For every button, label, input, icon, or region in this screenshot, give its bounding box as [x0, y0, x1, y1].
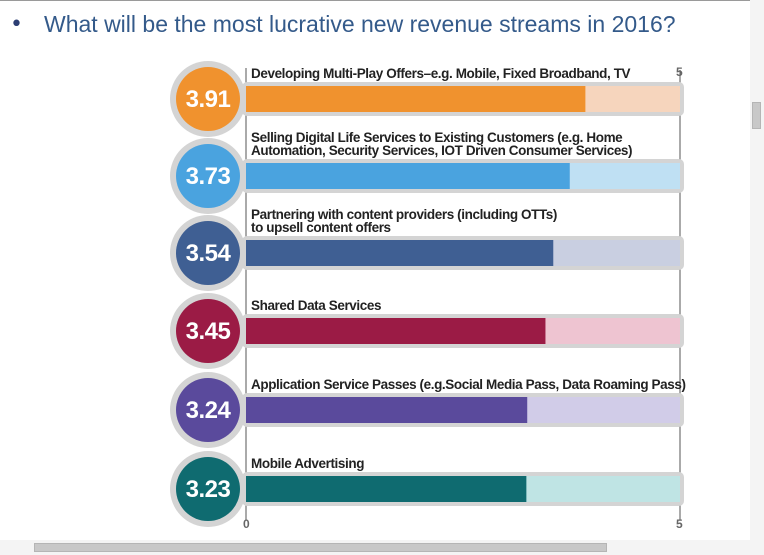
bar-row-5: 3.24 Application Service Passes (e.g.Soci…: [170, 372, 686, 448]
bar-value: [246, 163, 570, 189]
vertical-scrollbar-track[interactable]: [750, 0, 764, 555]
bar-row-3: 3.54 Partnering with content providers (i…: [170, 207, 684, 291]
category-label: Developing Multi-Play Offers–e.g. Mobile…: [251, 66, 631, 81]
badge-value: 3.91: [186, 86, 231, 113]
category-label: to upsell content offers: [251, 220, 391, 235]
bar-value: [246, 240, 554, 266]
badge-circle: [176, 144, 240, 208]
badge-value: 3.24: [186, 397, 232, 424]
bar-row-4: 3.45 Shared Data Services: [170, 293, 684, 369]
category-label: Partnering with content providers (inclu…: [251, 207, 557, 222]
top-divider: [0, 0, 750, 1]
vertical-scrollbar-thumb[interactable]: [752, 102, 761, 129]
tick-label-max-top: 5: [676, 65, 683, 79]
tick-label-zero: 0: [243, 517, 250, 531]
badge-circle: [176, 67, 240, 131]
badge-circle: [176, 378, 240, 442]
bar-value: [246, 318, 546, 344]
badge-value: 3.45: [186, 318, 231, 345]
category-label: Application Service Passes (e.g.Social M…: [251, 377, 686, 392]
category-label: Selling Digital Life Services to Existin…: [251, 130, 623, 145]
badge-value: 3.23: [186, 476, 231, 503]
badge-circle: [176, 457, 240, 521]
bar-value: [246, 397, 528, 423]
bar-row-1: 3.91 Developing Multi-Play Offers–e.g. Mo…: [170, 61, 684, 137]
bar-value: [246, 476, 527, 502]
bar-row-6: 3.23 Mobile Advertising: [170, 451, 684, 527]
category-label: Automation, Security Services, IOT Drive…: [251, 143, 632, 158]
bar-value: [246, 86, 586, 112]
horizontal-scrollbar-thumb[interactable]: [34, 543, 607, 552]
category-label: Mobile Advertising: [251, 456, 364, 471]
badge-circle: [176, 299, 240, 363]
category-label: Shared Data Services: [251, 298, 381, 313]
revenue-streams-chart: 5 0 5 3.91 Developing Multi-Play Offers–e.g.…: [170, 61, 686, 531]
tick-label-max-bottom: 5: [676, 517, 683, 531]
bar-row-2: 3.73 Selling Digital Life Services to Exi…: [170, 130, 684, 214]
badge-value: 3.54: [186, 240, 232, 267]
badge-circle: [176, 221, 240, 285]
badge-value: 3.73: [186, 163, 231, 190]
title-bullet: •: [10, 12, 23, 37]
slide-title: What will be the most lucrative new reve…: [44, 11, 676, 37]
